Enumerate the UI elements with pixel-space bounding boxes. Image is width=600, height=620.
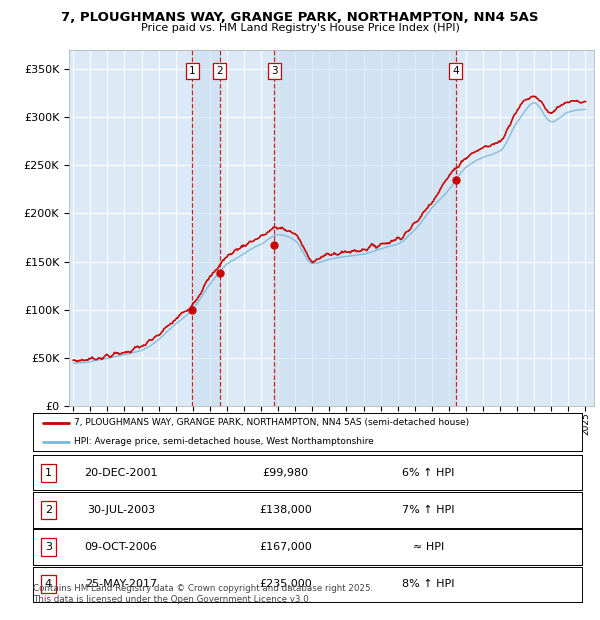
Text: 8% ↑ HPI: 8% ↑ HPI — [402, 579, 455, 590]
Text: ≈ HPI: ≈ HPI — [413, 542, 444, 552]
Text: HPI: Average price, semi-detached house, West Northamptonshire: HPI: Average price, semi-detached house,… — [74, 437, 374, 446]
Text: 3: 3 — [45, 542, 52, 552]
Text: 20-DEC-2001: 20-DEC-2001 — [84, 467, 158, 478]
Text: Price paid vs. HM Land Registry's House Price Index (HPI): Price paid vs. HM Land Registry's House … — [140, 23, 460, 33]
Text: 09-OCT-2006: 09-OCT-2006 — [85, 542, 157, 552]
Bar — [274, 50, 456, 406]
Bar — [192, 50, 220, 406]
Text: £138,000: £138,000 — [259, 505, 312, 515]
Text: 4: 4 — [45, 579, 52, 590]
Text: 3: 3 — [271, 66, 278, 76]
Text: £235,000: £235,000 — [259, 579, 312, 590]
Text: 1: 1 — [189, 66, 196, 76]
Text: 7% ↑ HPI: 7% ↑ HPI — [402, 505, 455, 515]
Text: 1: 1 — [45, 467, 52, 478]
Text: 7, PLOUGHMANS WAY, GRANGE PARK, NORTHAMPTON, NN4 5AS: 7, PLOUGHMANS WAY, GRANGE PARK, NORTHAMP… — [61, 11, 539, 24]
Text: 2: 2 — [45, 505, 52, 515]
Text: 30-JUL-2003: 30-JUL-2003 — [87, 505, 155, 515]
Text: 4: 4 — [452, 66, 459, 76]
Text: Contains HM Land Registry data © Crown copyright and database right 2025.
This d: Contains HM Land Registry data © Crown c… — [33, 583, 373, 604]
Text: 6% ↑ HPI: 6% ↑ HPI — [402, 467, 454, 478]
Text: 25-MAY-2017: 25-MAY-2017 — [85, 579, 157, 590]
Text: 7, PLOUGHMANS WAY, GRANGE PARK, NORTHAMPTON, NN4 5AS (semi-detached house): 7, PLOUGHMANS WAY, GRANGE PARK, NORTHAMP… — [74, 418, 469, 427]
Text: 2: 2 — [217, 66, 223, 76]
Text: £167,000: £167,000 — [259, 542, 312, 552]
Text: £99,980: £99,980 — [262, 467, 308, 478]
